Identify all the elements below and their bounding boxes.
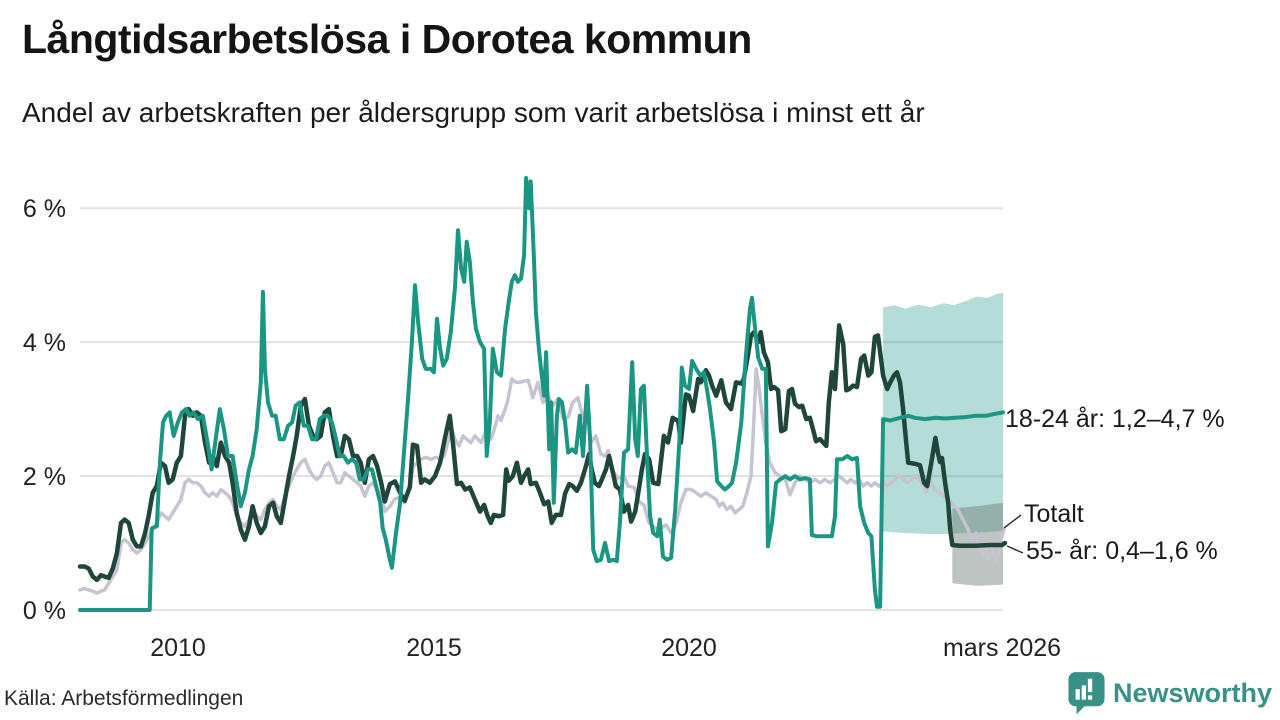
- annotation-totalt: Totalt: [1024, 500, 1084, 528]
- y-axis-tick-label: 4 %: [23, 329, 66, 357]
- grid-layer: [80, 207, 1003, 611]
- series-line-totalt: [78, 367, 1006, 596]
- newsworthy-logo-icon: [1068, 672, 1105, 715]
- x-axis-tick-label: 2015: [406, 634, 462, 662]
- source-note: Källa: Arbetsförmedlingen: [4, 687, 244, 710]
- series-line-55-r: [77, 323, 1008, 583]
- x-axis-tick-label: 2020: [661, 634, 717, 662]
- forecast-band: [883, 292, 1003, 535]
- newsworthy-brand-text: Newsworthy: [1112, 677, 1272, 708]
- forecast-bands-layer: [883, 292, 1003, 586]
- chart-subtitle: Andel av arbetskraften per åldersgrupp s…: [22, 97, 925, 128]
- annotation-55: 55- år: 0,4–1,6 %: [1026, 537, 1218, 565]
- x-axis-tick-label: 2010: [150, 634, 206, 662]
- totalt-leader-line: [1003, 514, 1022, 529]
- page-title: Långtidsarbetslösa i Dorotea kommun: [22, 16, 752, 62]
- y-axis-tick-label: 0 %: [23, 597, 66, 625]
- x-axis-tick-label: mars 2026: [943, 634, 1061, 662]
- series-line-18-24-r: [78, 176, 1005, 612]
- y-axis-tick-label: 6 %: [23, 195, 66, 223]
- series-lines-layer: [77, 176, 1008, 612]
- newsworthy-logo: Newsworthy: [1067, 670, 1272, 716]
- 55-leader-line: [1006, 545, 1024, 554]
- y-axis-tick-label: 2 %: [23, 463, 66, 491]
- annotation-18-24: 18-24 år: 1,2–4,7 %: [1005, 405, 1225, 433]
